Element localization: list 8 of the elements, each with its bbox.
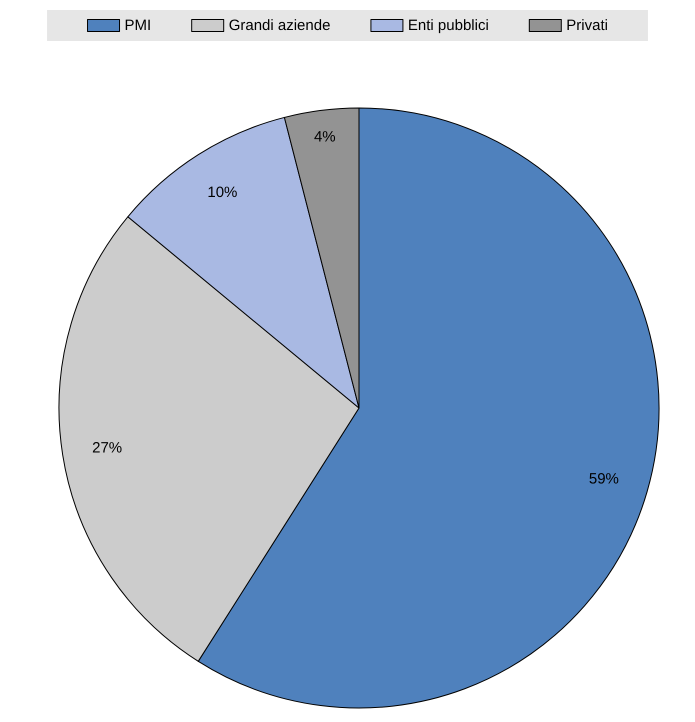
data-label: 27% — [92, 439, 122, 456]
legend-label: Enti pubblici — [408, 17, 489, 34]
legend-label: Privati — [566, 17, 608, 34]
legend-label: PMI — [124, 17, 152, 34]
data-label: 4% — [314, 128, 336, 146]
data-label: 10% — [207, 184, 238, 202]
legend-label: Grandi aziende — [228, 17, 330, 34]
data-label: 59% — [588, 470, 619, 488]
